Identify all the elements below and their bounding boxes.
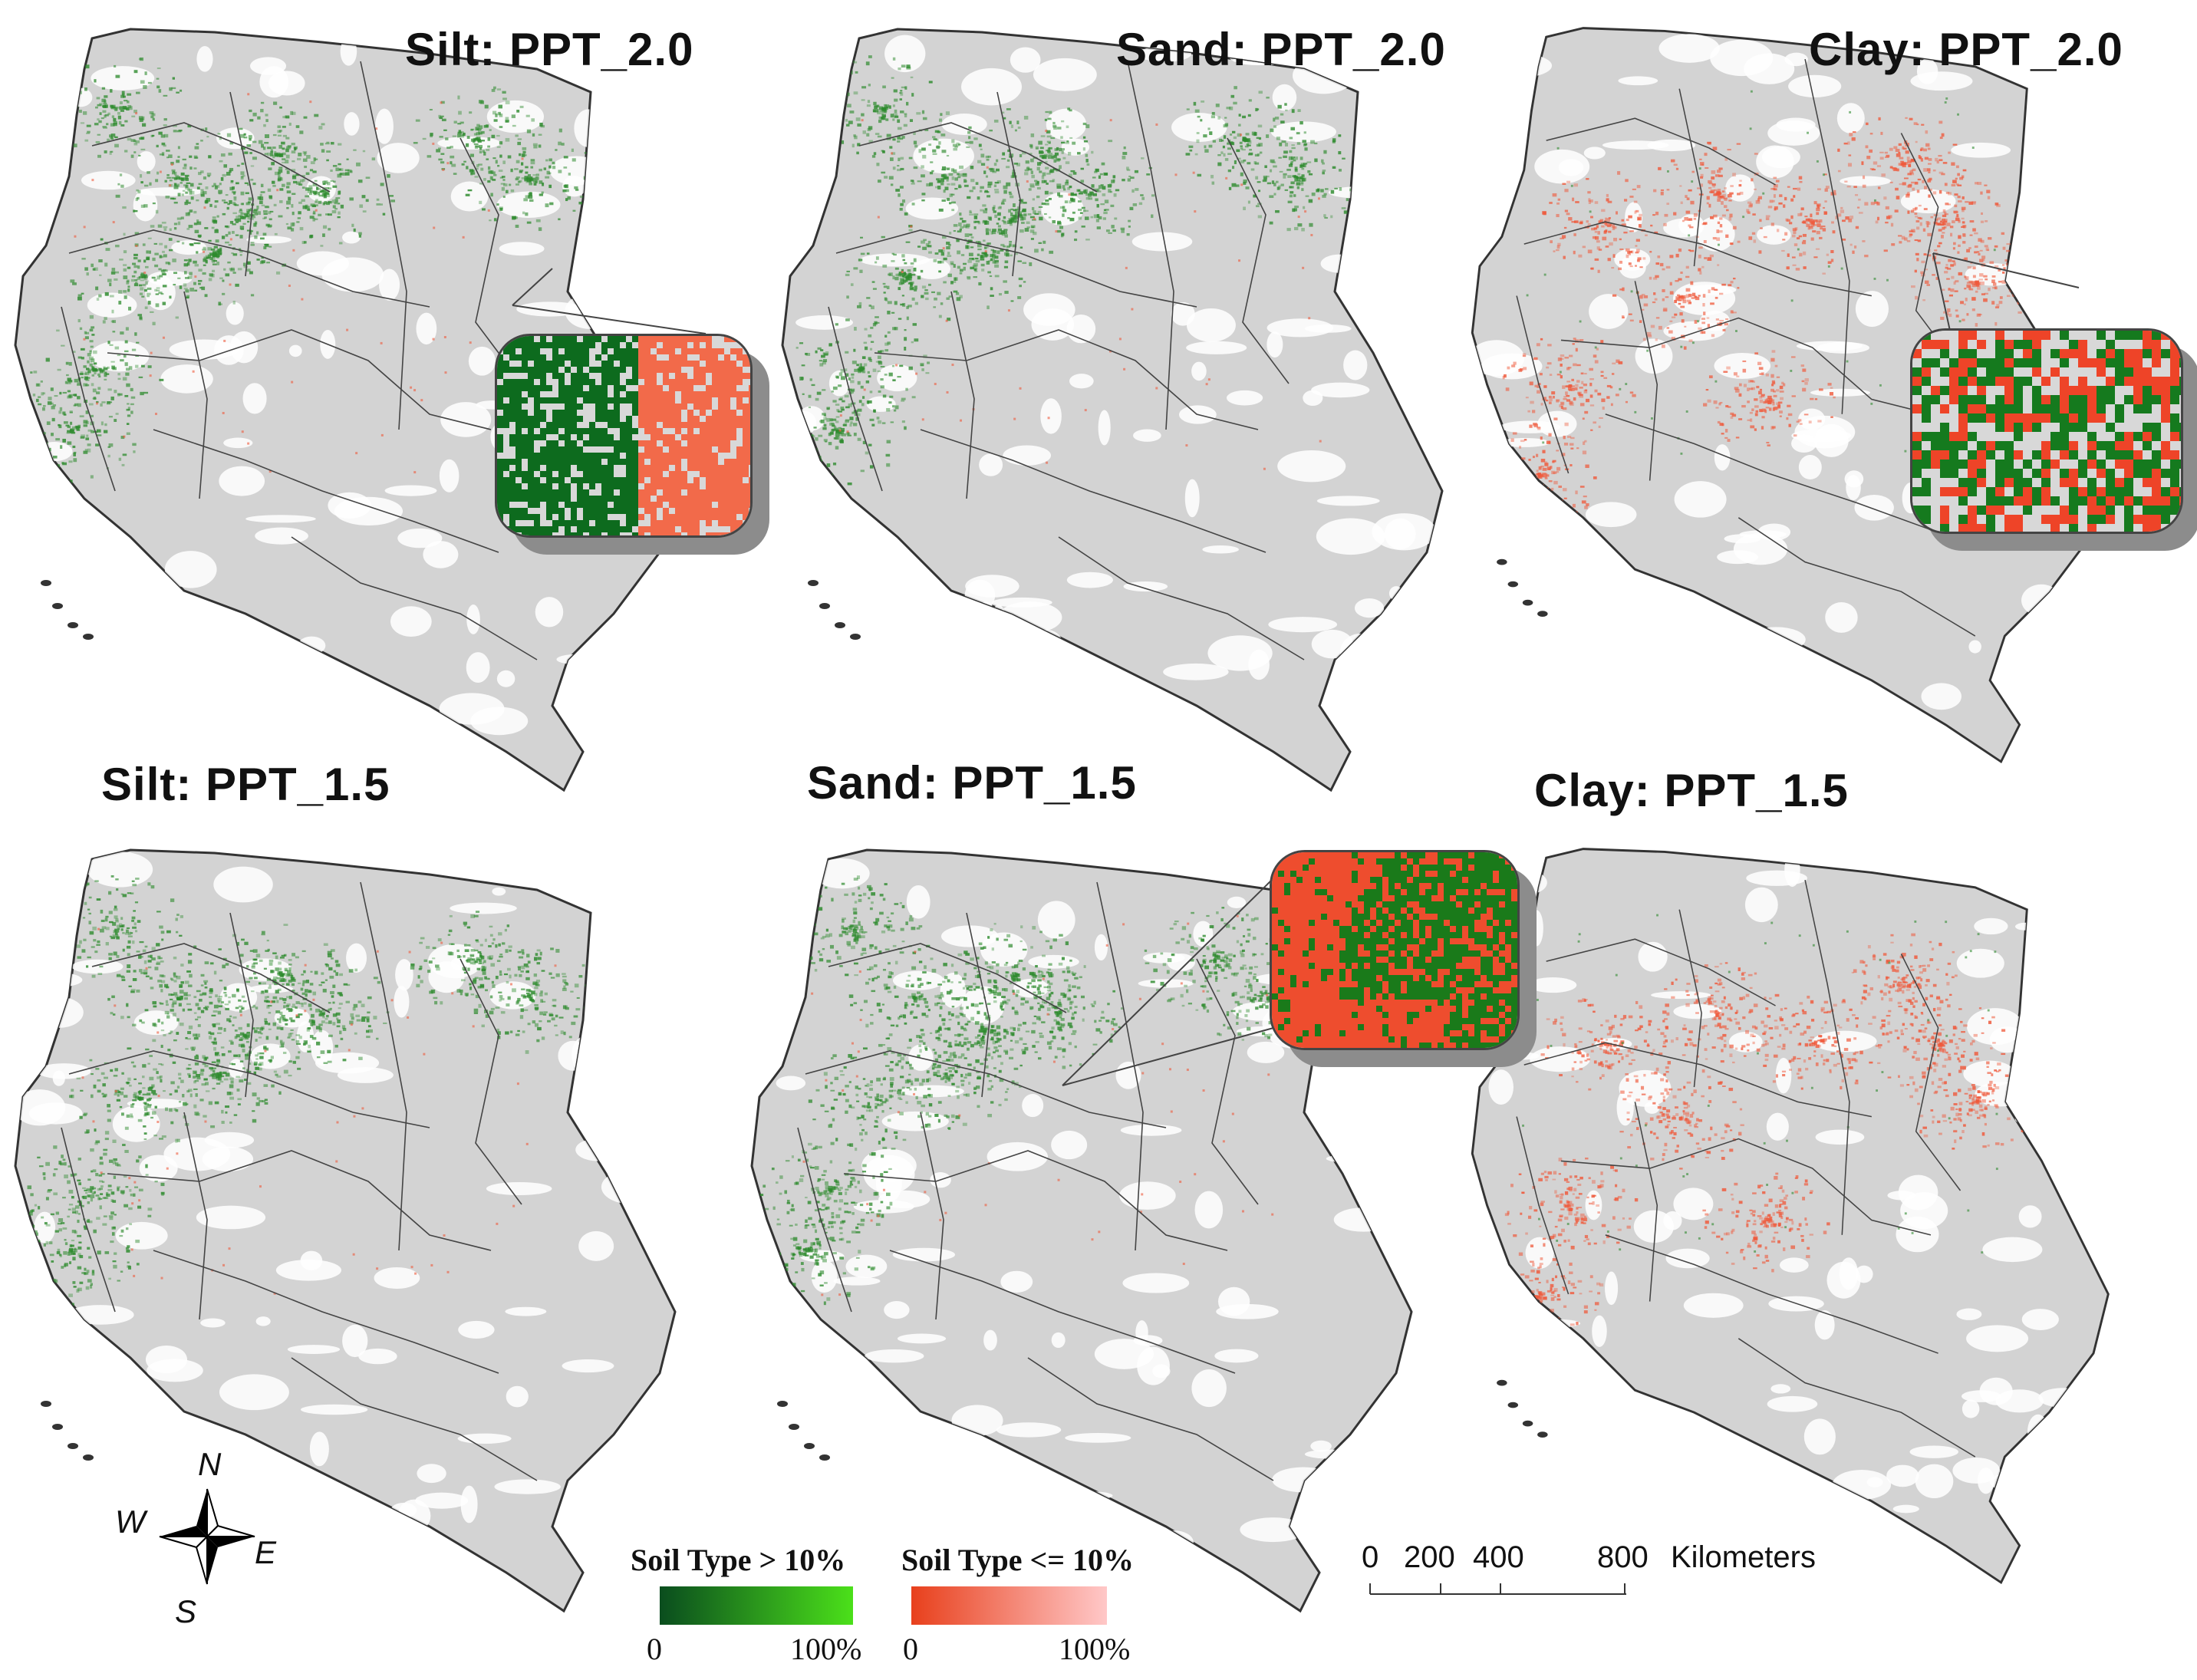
region-map [14,848,677,1613]
panel-title: Silt: PPT_2.0 [405,24,694,75]
map-panel-silt-2-0: Silt: PPT_2.0 [0,0,767,844]
compass-rose-icon [159,1488,255,1585]
panel-title: Clay: PPT_1.5 [1534,765,1849,816]
scale-unit: Kilometers [1671,1540,1816,1574]
legend-max: 100% [1059,1632,1131,1666]
map-panel-clay-1-5: Clay: PPT_1.5 [1458,765,2197,1665]
zoom-inset-sand [1270,850,1520,1050]
map-panel-clay-2-0: Clay: PPT_2.0 [1458,0,2197,844]
legend-min: 0 [647,1632,662,1666]
region-map [1471,848,2110,1585]
compass-e-label: E [255,1534,277,1570]
legend-gradient-red [911,1586,1107,1625]
panel-title: Sand: PPT_2.0 [1116,24,1446,75]
panel-title: Sand: PPT_1.5 [807,757,1137,809]
map-panel-silt-1-5: Silt: PPT_1.5 [0,759,767,1665]
inset-raster [1912,331,2181,532]
region-map [14,28,677,792]
region-map [1471,27,2110,764]
compass-s-label: S [175,1593,197,1629]
compass-n-label: N [198,1446,222,1482]
scale-tick-label: 800 [1597,1540,1649,1574]
north-arrow: N S E W [107,1446,307,1630]
scale-bar-line [1369,1583,1626,1595]
legend-title: Soil Type <= 10% [901,1543,1135,1577]
inset-raster [1272,852,1517,1048]
map-panel-sand-2-0: Sand: PPT_2.0 [767,0,1534,844]
compass-w-label: W [115,1504,146,1540]
inset-raster [497,336,750,535]
scale-tick-label: 200 [1404,1540,1455,1574]
scale-tick-label: 400 [1473,1540,1524,1574]
legend-max: 100% [790,1632,862,1666]
legend-gradient-green [660,1586,853,1625]
legend-title: Soil Type > 10% [631,1543,846,1577]
scale-tick-label: 0 [1362,1540,1379,1574]
zoom-inset-clay [1910,328,2183,534]
region-map [781,28,1444,792]
panel-title: Silt: PPT_1.5 [101,759,390,810]
legend-min: 0 [903,1632,918,1666]
panel-title: Clay: PPT_2.0 [1809,24,2123,75]
zoom-inset-silt [495,334,753,538]
